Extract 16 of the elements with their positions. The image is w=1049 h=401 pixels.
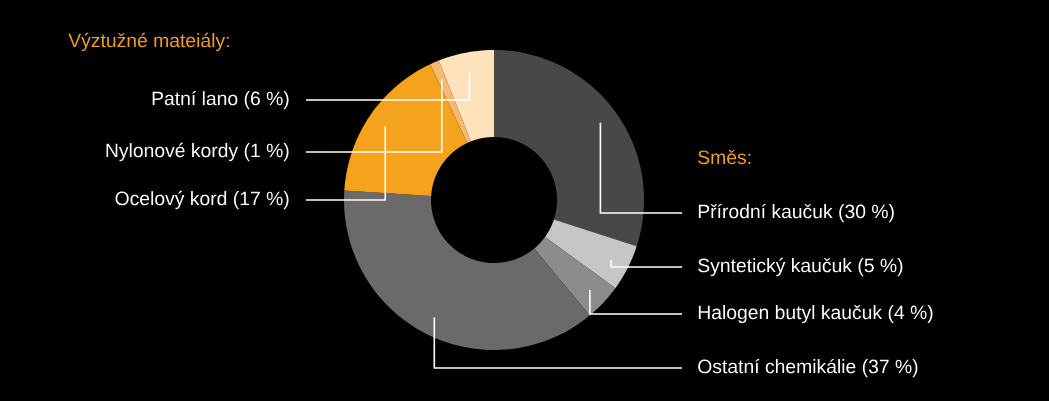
data-label: (4 %) <box>888 305 933 324</box>
data-label: (17 %) <box>233 191 289 210</box>
data-label: (5 %) <box>858 258 903 277</box>
slice-label: Nylonové kordy <box>106 142 239 162</box>
data-label: (6 %) <box>244 91 289 110</box>
slice-label: Ostatní chemikálie <box>698 358 856 374</box>
slice-label: Syntetický kaučuk <box>698 257 853 277</box>
text: Výztužné mateiály: <box>68 32 229 52</box>
text: Směs: <box>698 149 751 165</box>
slice-label: Halogen butyl kaučuk <box>698 304 883 324</box>
data-label: (30 %) <box>839 204 894 223</box>
slice-label: Patní lano <box>152 90 238 106</box>
data-label: (37 %) <box>862 359 918 378</box>
data-label: (1 %) <box>244 143 289 162</box>
slice-label: Ocelový kord <box>115 190 227 210</box>
slice-label: Přírodní kaučuk <box>698 203 833 219</box>
